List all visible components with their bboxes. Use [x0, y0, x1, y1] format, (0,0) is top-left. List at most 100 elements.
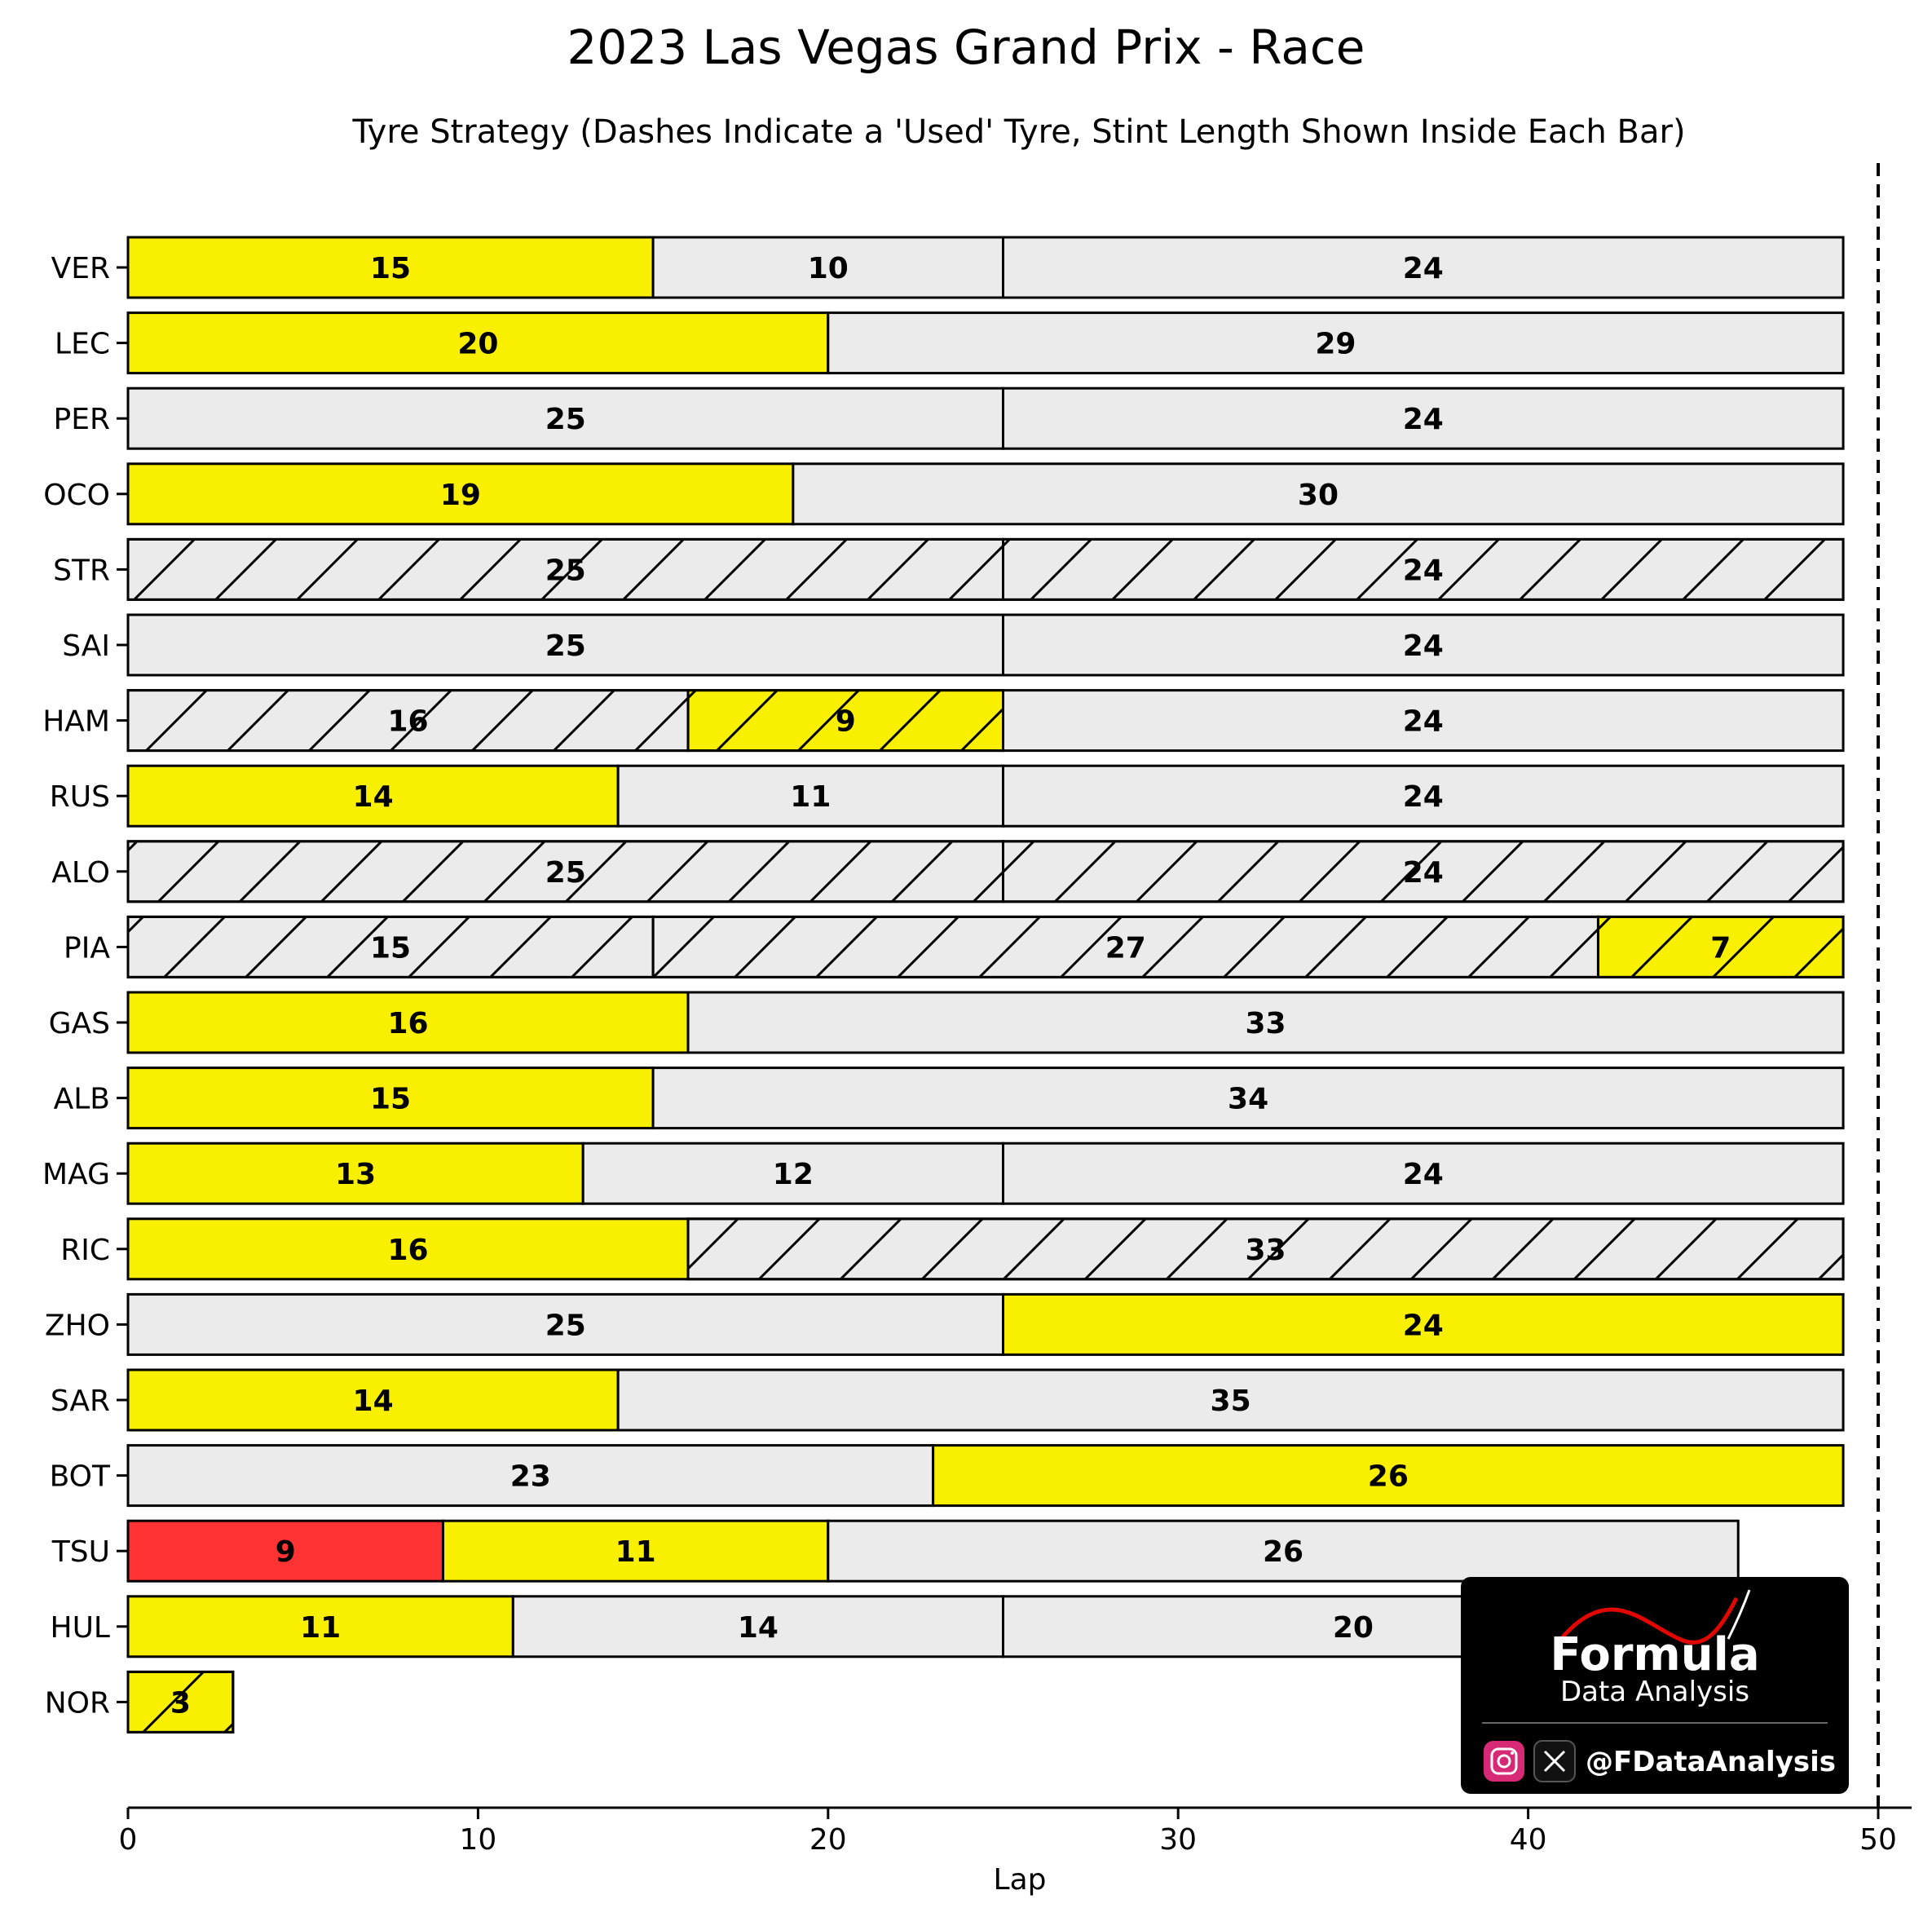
stint-bar-mag-2	[581, 1142, 1004, 1205]
y-tick-label-nor: NOR	[45, 1686, 110, 1720]
stint-label-ric-2: 33	[1245, 1234, 1286, 1267]
stint-label-oco-2: 30	[1298, 479, 1339, 512]
x-tick-label-10: 10	[459, 1823, 496, 1857]
stint-label-alb-1: 15	[370, 1083, 411, 1116]
stint-label-bot-2: 26	[1368, 1460, 1409, 1494]
y-tick-label-sar: SAR	[51, 1385, 110, 1418]
stint-label-sar-1: 14	[353, 1385, 394, 1418]
x-tick-label-0: 0	[119, 1823, 138, 1857]
stint-bar-sai-2	[1002, 613, 1845, 677]
x-axis-label: Lap	[994, 1863, 1047, 1897]
stint-label-alo-1: 25	[545, 856, 586, 890]
instagram-icon[interactable]	[1484, 1741, 1524, 1782]
logo-brand-line2: Data Analysis	[1560, 1676, 1749, 1708]
stint-bar-bot-1	[126, 1444, 935, 1508]
stint-label-pia-2: 27	[1105, 931, 1146, 965]
stint-label-ham-2: 9	[836, 705, 856, 739]
stint-label-lec-2: 29	[1315, 328, 1356, 361]
stint-label-ham-3: 24	[1403, 705, 1444, 739]
stint-label-pia-1: 15	[370, 931, 411, 965]
logo-swoosh-icon	[1559, 1597, 1739, 1645]
stint-bar-rus-3	[1002, 764, 1845, 828]
stint-bar-ham-3	[1002, 689, 1845, 753]
stint-bar-sar-1	[126, 1368, 620, 1432]
stint-label-zho-1: 25	[545, 1309, 586, 1342]
logo-swoosh-white-icon	[1727, 1589, 1751, 1640]
stint-bar-alb-2	[651, 1067, 1845, 1130]
y-tick-label-bot: BOT	[50, 1460, 111, 1494]
stint-bar-tsu-2	[441, 1519, 830, 1583]
x-tick-label-40: 40	[1510, 1823, 1547, 1857]
stint-bar-tsu-3	[827, 1519, 1740, 1583]
stint-label-tsu-2: 11	[615, 1535, 656, 1569]
stint-label-str-2: 24	[1403, 554, 1444, 587]
logo-handle[interactable]: @FDataAnalysis	[1586, 1746, 1836, 1778]
stint-label-zho-2: 24	[1403, 1309, 1444, 1342]
x-tick-label-20: 20	[809, 1823, 847, 1857]
stint-bar-gas-2	[686, 991, 1845, 1054]
stint-label-hul-2: 14	[738, 1611, 779, 1645]
y-tick-label-ham: HAM	[42, 705, 110, 739]
stint-label-rus-3: 24	[1403, 780, 1444, 814]
y-tick-label-per: PER	[54, 403, 110, 436]
stint-bar-zho-2	[1002, 1292, 1845, 1356]
stint-label-tsu-3: 26	[1263, 1535, 1303, 1569]
stint-label-per-2: 24	[1403, 403, 1444, 436]
stint-bar-ver-1	[126, 236, 655, 299]
y-tick-label-oco: OCO	[43, 479, 110, 512]
stint-label-lec-1: 20	[457, 328, 498, 361]
y-tick-label-lec: LEC	[55, 328, 110, 361]
y-tick-label-hul: HUL	[51, 1611, 110, 1645]
x-ticks: 0 10 20 30 40 50	[119, 1808, 1897, 1857]
stint-label-ver-2: 10	[808, 252, 849, 285]
stint-bar-ver-2	[651, 236, 1004, 299]
stint-label-hul-3: 20	[1333, 1611, 1374, 1645]
stint-label-alo-2: 24	[1403, 856, 1444, 890]
y-tick-labels: VER LEC PER OCO STR SAI HAM RUS ALO PIA GAS ALB MAG R…	[42, 252, 128, 1720]
stint-hatch-pia-3	[1596, 915, 1845, 978]
stint-hatch-pia-2	[651, 915, 1599, 978]
y-tick-label-zho: ZHO	[45, 1309, 110, 1342]
stint-bar-alb-1	[126, 1067, 655, 1130]
stint-bar-per-2	[1002, 386, 1845, 450]
stint-label-mag-3: 24	[1403, 1158, 1444, 1191]
stint-label-str-1: 25	[545, 554, 586, 587]
chart-subtitle: Tyre Strategy (Dashes Indicate a 'Used' …	[351, 113, 1685, 151]
formula-data-analysis-logo: Formula Data Analysis @FDataAnalysis	[1461, 1577, 1849, 1794]
chart-title: 2023 Las Vegas Grand Prix - Race	[567, 20, 1365, 75]
stint-label-alb-2: 34	[1228, 1083, 1268, 1116]
x-tick-label-30: 30	[1159, 1823, 1197, 1857]
stint-hatch-pia-1	[126, 915, 655, 978]
y-tick-label-alo: ALO	[51, 856, 110, 890]
stint-bar-sai-1	[126, 613, 1004, 677]
stint-bar-rus-1	[126, 764, 620, 828]
stint-bar-hul-2	[511, 1595, 1004, 1658]
stint-label-gas-1: 16	[387, 1007, 428, 1040]
stint-bar-ver-3	[1002, 236, 1845, 299]
stint-label-sar-2: 35	[1211, 1385, 1251, 1418]
stint-label-tsu-1: 9	[276, 1535, 296, 1569]
stint-label-mag-1: 13	[335, 1158, 376, 1191]
y-tick-label-sai: SAI	[62, 629, 110, 663]
stint-label-oco-1: 19	[440, 479, 481, 512]
stint-bar-rus-2	[616, 764, 1004, 828]
stint-bar-oco-2	[792, 462, 1845, 526]
x-icon[interactable]	[1533, 1740, 1576, 1782]
logo-brand-line1: Formula	[1550, 1628, 1759, 1681]
stint-label-rus-2: 11	[790, 780, 831, 814]
y-tick-label-ric: RIC	[60, 1234, 110, 1267]
stint-hatch-ric-2	[686, 1217, 1845, 1281]
stint-label-ver-1: 15	[370, 252, 411, 285]
y-tick-label-alb: ALB	[54, 1083, 110, 1116]
stint-label-per-1: 25	[545, 403, 586, 436]
stint-label-ric-1: 16	[387, 1234, 428, 1267]
stint-bar-bot-2	[932, 1444, 1845, 1508]
bars-layer: 15 10 24 20 29 25 24 19 30 25 24 25 24 16 9 24 14 11 24 25 2…	[126, 236, 1845, 1733]
y-tick-label-rus: RUS	[50, 780, 110, 814]
y-tick-label-gas: GAS	[49, 1007, 110, 1040]
stint-label-mag-2: 12	[773, 1158, 814, 1191]
stint-label-sai-2: 24	[1403, 629, 1444, 663]
stint-label-gas-2: 33	[1245, 1007, 1286, 1040]
stint-bar-lec-2	[827, 311, 1845, 375]
y-tick-label-tsu: TSU	[51, 1535, 110, 1569]
